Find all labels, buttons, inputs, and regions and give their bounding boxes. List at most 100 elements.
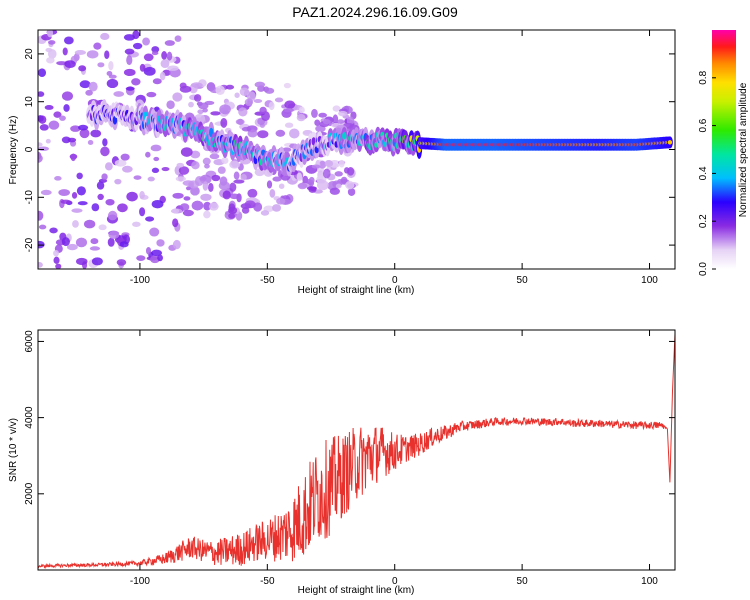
spectrogram-noise-cell (208, 182, 214, 192)
spectrogram-noise-cell (56, 61, 67, 66)
spectrogram-noise-cell (145, 151, 151, 158)
spectrogram-noise-cell (335, 183, 342, 189)
spectrogram-noise-cell (178, 166, 190, 175)
spectrogram-noise-cell (172, 218, 179, 228)
spectrogram-noise-cell (108, 60, 114, 71)
spectrogram-x-tick-label: 100 (641, 275, 658, 286)
spectrogram-noise-cell (278, 183, 285, 189)
spectrogram-noise-cell (272, 204, 282, 212)
spectrogram-noise-cell (171, 208, 180, 214)
spectrogram-noise-cell (152, 78, 162, 85)
spectrogram-y-tick-label: -10 (24, 190, 35, 205)
spectrogram-noise-cell (332, 105, 341, 112)
spectrogram-noise-cell (244, 98, 254, 107)
spectrogram-noise-cell (166, 51, 173, 61)
spectrogram-noise-cell (88, 81, 98, 92)
spectrogram-noise-cell (46, 57, 55, 64)
spectrogram-noise-cell (113, 91, 125, 97)
snr-x-label: Height of straight line (km) (298, 585, 415, 596)
spectrogram-noise-cell (85, 89, 93, 96)
spectrogram-noise-cell (202, 157, 211, 166)
spectrogram-noise-cell (116, 259, 127, 266)
spectrogram-noise-cell (180, 147, 193, 157)
spectrogram-noise-cell (139, 191, 145, 199)
spectrogram-noise-cell (60, 199, 72, 204)
spectrogram-y-ticks: -20 -10 0 10 20 (24, 48, 675, 252)
spectrogram-noise-cell (108, 230, 120, 239)
spectrogram-noise-cell (311, 108, 318, 118)
spectrogram-noise-cell (340, 176, 348, 184)
snr-panel: -100 -50 0 50 100 2000 4000 6000 Height of str… (8, 329, 676, 596)
snr-y-ticks: 2000 4000 6000 (24, 330, 675, 505)
spectrogram-noise-cell (322, 168, 331, 179)
spectrogram-noise-cell (284, 122, 294, 128)
spectrogram-noise-cell (203, 210, 211, 219)
spectrogram-noise-cell (191, 200, 204, 211)
spectrogram-noise-cell (233, 179, 245, 184)
spectrogram-noise-cell (150, 144, 162, 152)
spectrogram-noise-cell (193, 94, 202, 102)
spectrogram-noise-cell (156, 239, 165, 247)
colorbar-tick-label: 0.2 (698, 214, 709, 228)
spectrogram-noise-cell (97, 193, 104, 201)
spectrogram-noise-cell (70, 153, 76, 162)
spectrogram-noise-cell (90, 129, 102, 138)
spectrogram-noise-cell (63, 104, 70, 112)
spectrogram-noise-cell (161, 51, 168, 60)
colorbar-ticks: 0.0 0.2 0.4 0.6 0.8 (698, 70, 716, 276)
spectrogram-noise-cell (183, 196, 191, 201)
snr-x-tick-label: 50 (517, 576, 529, 587)
spectrogram-noise-cell (62, 47, 68, 56)
spectrogram-noise-cell (53, 256, 60, 264)
spectrogram-noise-cell (204, 163, 210, 169)
spectrogram-noise-cell (241, 207, 250, 214)
spectrogram-noise-cell (289, 128, 300, 139)
colorbar: 0.0 0.2 0.4 0.6 0.8 Normalized spectral ampl… (698, 30, 749, 276)
spectrogram-noise-cell (185, 186, 191, 191)
spectrogram-noise-cell (347, 188, 356, 196)
spectrogram-noise-cell (217, 166, 226, 174)
spectrogram-noise-cell (93, 42, 102, 50)
spectrogram-noise-cell (172, 192, 184, 199)
spectrogram-ridge-layer (85, 99, 673, 177)
snr-x-tick-label: -100 (130, 576, 150, 587)
spectrogram-noise-cell (343, 167, 350, 174)
spectrogram-noise-cell (133, 175, 142, 180)
spectrogram-noise-cell (161, 166, 170, 172)
spectrogram-x-label: Height of straight line (km) (298, 285, 415, 296)
spectrogram-noise-cell (151, 51, 159, 56)
spectrogram-noise-cell (131, 78, 141, 86)
spectrogram-noise-cell (309, 186, 316, 192)
spectrogram-noise-cell (202, 181, 209, 191)
spectrogram-noise-cell (159, 71, 166, 81)
spectrogram-noise-cell (219, 104, 231, 115)
spectrogram-noise-cell (105, 162, 113, 171)
spectrogram-noise-cell (76, 257, 88, 266)
spectrogram-noise-cell (54, 176, 62, 181)
spectrogram-noise-cell (114, 178, 122, 185)
spectrogram-noise-cell (125, 86, 135, 91)
spectrogram-noise-cell (61, 91, 74, 101)
spectrogram-noise-cell (151, 249, 163, 257)
spectrogram-noise-cell (296, 172, 303, 182)
spectrogram-noise-cell (136, 255, 146, 262)
snr-x-ticks: -100 -50 0 50 100 (130, 330, 658, 587)
snr-frame (37, 329, 676, 571)
spectrogram-noise-cell (338, 159, 345, 168)
snr-plot-area (38, 330, 675, 570)
spectrogram-noise-cell (182, 180, 195, 186)
spectrogram-noise-cell (145, 216, 155, 222)
spectrogram-noise-cell (101, 173, 108, 181)
spectrogram-noise-cell (38, 68, 47, 77)
spectrogram-noise-cell (39, 124, 49, 131)
colorbar-tick-label: 0.6 (698, 118, 709, 132)
spectrogram-noise-cell (197, 109, 204, 115)
spectrogram-x-ticks: -100 -50 0 50 100 (130, 30, 658, 286)
spectrogram-noise-cell (149, 227, 160, 237)
spectrogram-y-label: Frequency (Hz) (8, 116, 19, 185)
spectrogram-noise-cell (38, 154, 43, 163)
colorbar-label: Normalized spectral amplitude (738, 82, 749, 217)
spectrogram-noise-cell (188, 101, 194, 108)
spectrogram-noise-cell (70, 125, 81, 132)
spectrogram-noise-cell (38, 210, 44, 221)
